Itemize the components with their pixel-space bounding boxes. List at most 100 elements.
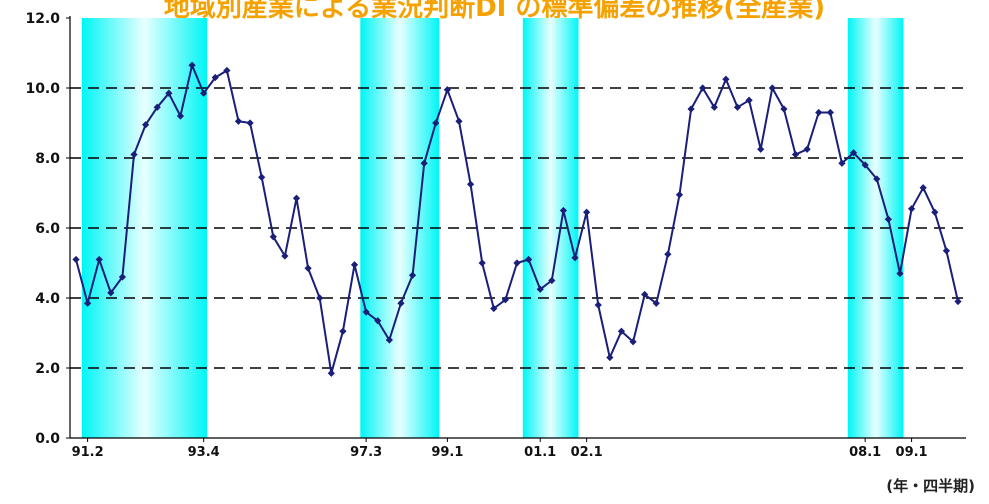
data-point	[142, 121, 150, 129]
data-point	[478, 259, 486, 267]
data-point	[234, 117, 243, 125]
data-point	[339, 327, 347, 335]
data-point	[118, 273, 127, 281]
data-point	[536, 285, 544, 293]
data-point	[629, 338, 637, 346]
data-point	[768, 84, 776, 92]
data-point	[919, 184, 927, 192]
data-point	[501, 296, 509, 304]
y-tick-label: 2.0	[35, 361, 60, 377]
data-point	[699, 84, 707, 92]
data-point	[803, 145, 811, 153]
data-point	[722, 75, 730, 83]
data-point	[385, 336, 393, 344]
data-point	[408, 271, 417, 279]
recession-band	[847, 18, 904, 438]
data-point	[954, 297, 962, 306]
x-tick-label: 97.3	[350, 445, 382, 460]
series-line	[75, 64, 959, 375]
data-point	[849, 149, 858, 157]
data-point	[95, 255, 103, 264]
data-point	[606, 353, 614, 362]
x-tick-label: 93.4	[188, 445, 220, 460]
data-point	[559, 206, 568, 215]
data-point	[269, 233, 277, 241]
data-point	[304, 264, 312, 272]
data-point	[292, 194, 301, 202]
data-point	[838, 159, 846, 167]
data-point	[176, 112, 185, 120]
axes	[66, 16, 966, 439]
y-tick-label: 12.0	[25, 11, 60, 27]
data-point	[281, 252, 289, 260]
series-line	[75, 64, 959, 375]
x-tick-label: 08.1	[849, 445, 881, 460]
data-point	[107, 289, 115, 297]
data-point	[873, 175, 881, 183]
data-point	[757, 145, 765, 153]
data-point	[548, 276, 556, 285]
data-point	[466, 180, 475, 188]
x-tick-label: 91.2	[72, 445, 104, 460]
data-point	[710, 103, 718, 111]
data-point	[350, 261, 359, 269]
x-tick-label: 01.1	[524, 445, 556, 460]
y-tick-label: 10.0	[25, 81, 60, 97]
data-point	[397, 299, 405, 307]
data-point	[130, 150, 138, 159]
x-tick-label: 99.1	[431, 445, 463, 460]
series-points	[72, 61, 962, 377]
data-point	[687, 105, 695, 113]
data-point	[733, 103, 742, 111]
y-tick-label: 8.0	[35, 151, 60, 167]
data-point	[791, 150, 800, 159]
x-tick-labels: 91.2 93.4 97.3 99.1 01.1 02.1 08.1 09.1	[72, 438, 928, 460]
data-point	[200, 89, 208, 97]
data-point	[490, 304, 498, 313]
data-point	[72, 255, 80, 264]
data-point	[455, 117, 463, 125]
data-point	[420, 159, 428, 167]
data-point	[84, 299, 92, 307]
data-point	[675, 191, 684, 199]
data-point	[780, 105, 788, 113]
y-tick-label: 0.0	[35, 431, 60, 447]
data-point	[931, 208, 939, 216]
y-tick-label: 4.0	[35, 291, 60, 307]
data-point	[617, 327, 626, 335]
data-point	[246, 119, 254, 127]
data-point	[826, 108, 834, 117]
data-point	[884, 215, 892, 223]
data-point	[571, 254, 579, 262]
data-point	[513, 259, 521, 267]
data-point	[362, 308, 370, 316]
data-point	[165, 89, 173, 97]
data-point	[652, 299, 660, 307]
data-point	[432, 119, 440, 127]
data-point	[815, 108, 823, 117]
data-point	[525, 255, 533, 264]
x-unit-label: (年・四半期)	[886, 477, 975, 495]
gridlines	[70, 87, 966, 369]
x-tick-label: 02.1	[571, 445, 603, 460]
data-point	[188, 61, 196, 69]
y-tick-labels: 0.0 2.0 4.0 6.0 8.0 10.0 12.0	[25, 11, 60, 447]
data-point	[223, 66, 231, 75]
data-point	[861, 161, 869, 169]
data-point	[594, 301, 602, 309]
data-point	[664, 250, 672, 258]
data-point	[211, 73, 219, 82]
data-point	[745, 96, 753, 104]
data-point	[153, 103, 161, 111]
chart-title: 地域別産業による業況判断DI の標準偏差の推移(全産業)	[163, 0, 826, 23]
data-point	[907, 205, 916, 213]
data-point	[443, 86, 451, 94]
data-point	[942, 247, 950, 255]
data-point	[327, 369, 335, 377]
x-tick-label: 09.1	[896, 445, 928, 460]
data-point	[641, 290, 649, 299]
data-point	[316, 294, 324, 302]
data-point	[896, 269, 904, 278]
data-point	[583, 208, 591, 216]
